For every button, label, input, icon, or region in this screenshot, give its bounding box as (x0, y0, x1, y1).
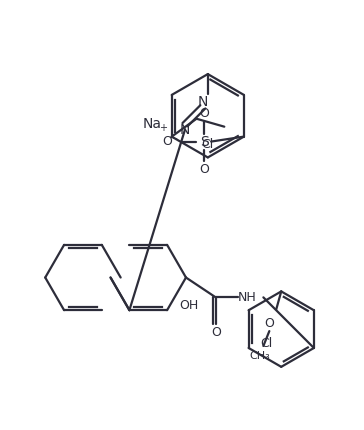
Text: S: S (200, 135, 209, 148)
Text: O: O (264, 316, 274, 330)
Text: O: O (199, 163, 209, 176)
Text: N: N (180, 123, 190, 137)
Text: Cl: Cl (260, 337, 273, 350)
Text: NH: NH (238, 291, 257, 304)
Text: N: N (198, 95, 208, 109)
Text: OH: OH (179, 299, 199, 312)
Text: O: O (163, 135, 173, 148)
Text: O: O (199, 107, 209, 120)
Text: ⁻: ⁻ (171, 137, 177, 147)
Text: Na: Na (143, 117, 162, 131)
Text: Cl: Cl (202, 138, 214, 151)
Text: CH₃: CH₃ (249, 351, 270, 361)
Text: +: + (159, 123, 167, 133)
Text: O: O (211, 326, 221, 338)
